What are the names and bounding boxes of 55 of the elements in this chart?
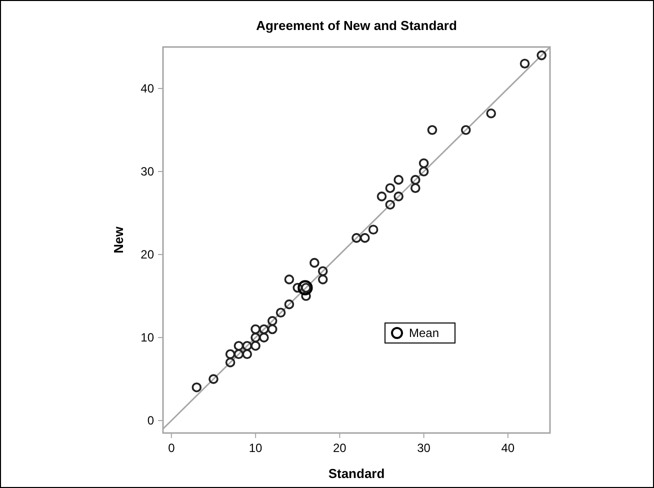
y-tick-label: 20 (140, 248, 154, 262)
point (410, 183, 420, 194)
point (242, 340, 252, 351)
point (301, 291, 311, 301)
x-axis-title: Standard (328, 466, 385, 481)
point (376, 192, 387, 202)
point (536, 50, 546, 60)
point (234, 340, 244, 351)
point (418, 166, 429, 176)
point (267, 324, 278, 334)
y-axis-title: New (111, 226, 126, 254)
point (520, 58, 530, 68)
point (318, 274, 328, 284)
point (410, 174, 420, 185)
point (250, 332, 260, 342)
point (486, 108, 496, 118)
point (259, 332, 269, 342)
point (418, 158, 429, 168)
point (318, 266, 328, 276)
point (276, 308, 286, 318)
legend-label: Mean (409, 326, 440, 340)
point (394, 174, 404, 185)
y-tick-label: 0 (147, 414, 154, 428)
point (267, 316, 278, 326)
point (385, 200, 396, 210)
point (292, 282, 303, 293)
chart-title: Agreement of New and Standard (256, 18, 457, 33)
point (208, 374, 218, 384)
point (394, 192, 404, 202)
point (298, 280, 313, 296)
point (427, 125, 438, 135)
y-tick-label: 30 (140, 164, 154, 179)
point (250, 324, 260, 334)
point (310, 258, 320, 268)
x-tick-label: 10 (248, 441, 263, 455)
y-tick-label: 10 (140, 330, 154, 345)
point (368, 224, 378, 235)
x-tick-label: 30 (417, 441, 431, 455)
x-tick-label: 40 (501, 441, 515, 455)
point (284, 299, 294, 310)
point (360, 233, 370, 243)
x-tick-label: 0 (168, 441, 176, 455)
point (225, 358, 236, 368)
point (352, 233, 362, 243)
y-tick-label: 40 (140, 82, 154, 96)
point (234, 349, 244, 360)
point (284, 274, 294, 284)
point (225, 349, 236, 360)
point (250, 340, 260, 351)
point (259, 324, 269, 334)
point (242, 349, 252, 360)
x-tick-label: 20 (332, 441, 347, 455)
point (460, 125, 471, 135)
point (385, 183, 396, 194)
point (192, 382, 202, 392)
